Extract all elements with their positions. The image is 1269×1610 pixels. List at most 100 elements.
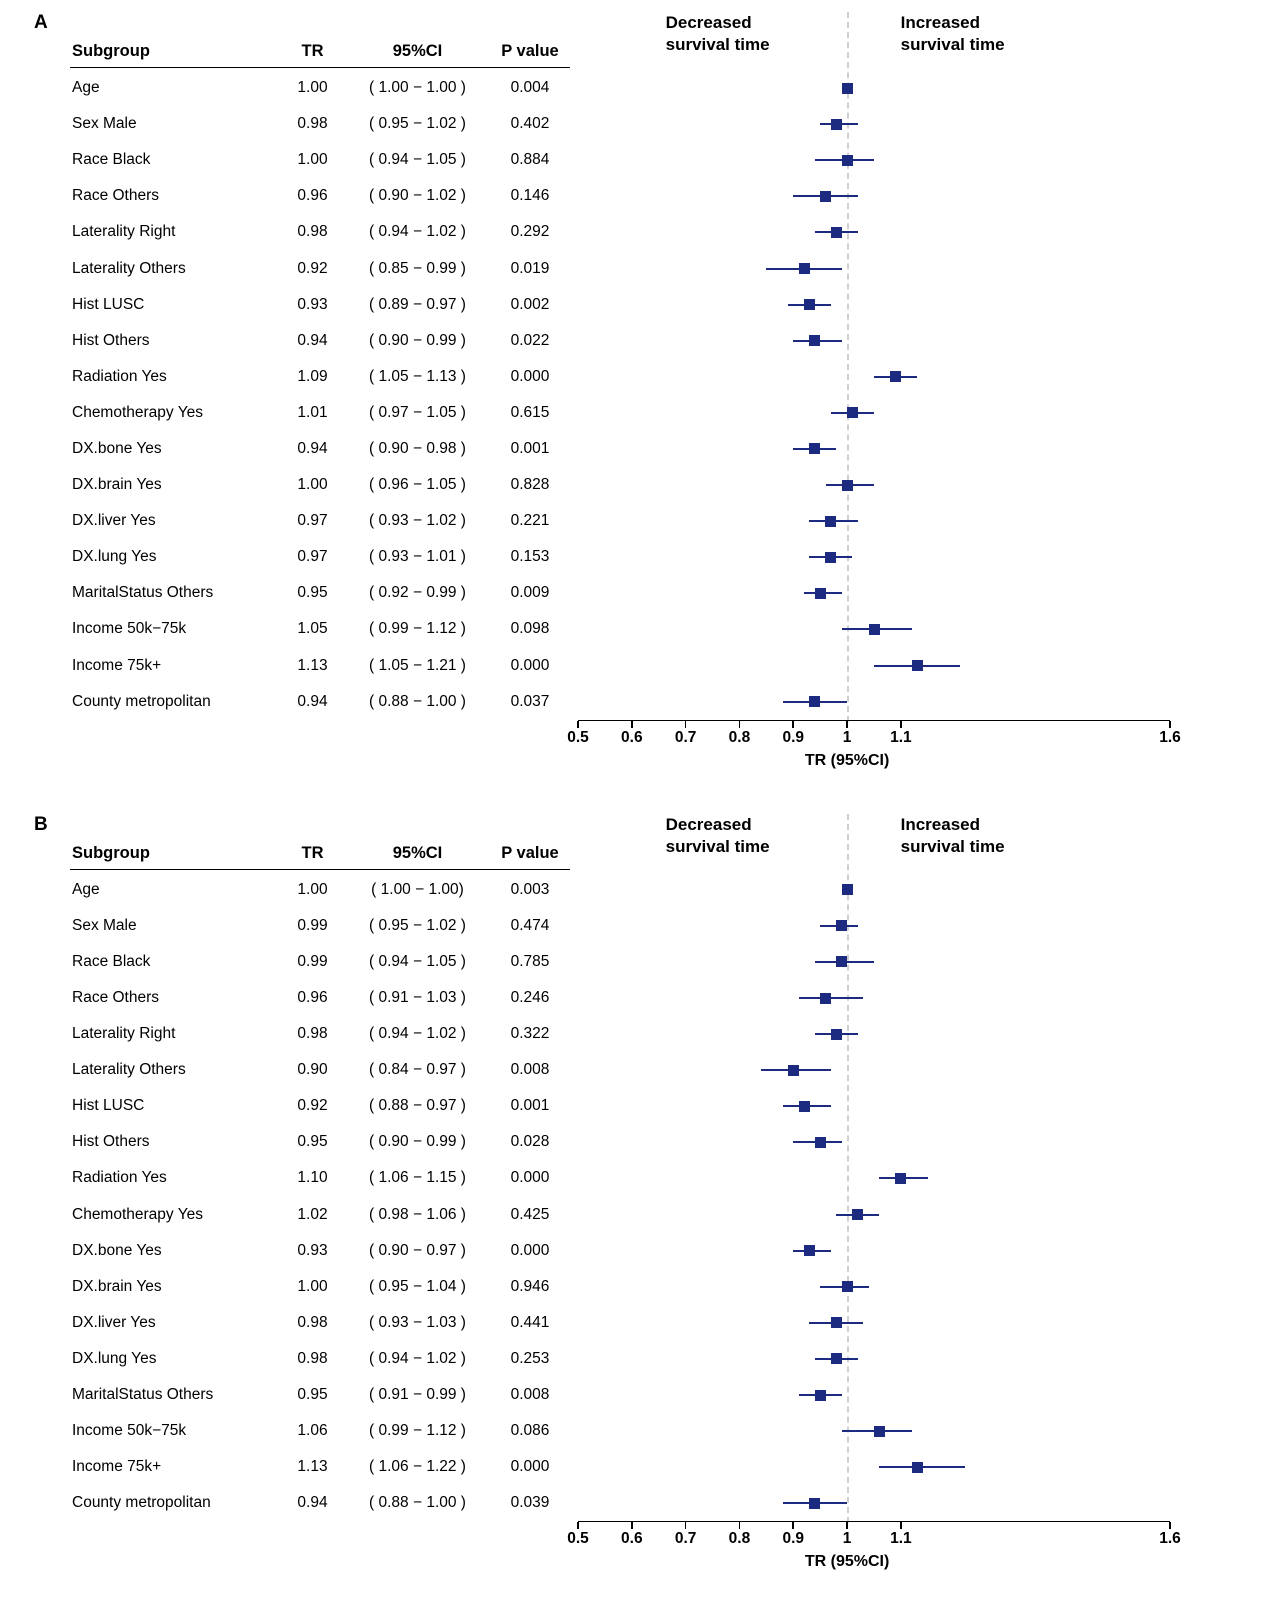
cell-tr: 0.99 [297,952,328,970]
cell-ci: ( 0.90 − 0.98 ) [369,439,466,457]
table-row: County metropolitan 0.94 ( 0.88 − 1.00 ) 0.… [70,1485,570,1521]
plot-row [578,359,1170,395]
cell-ci: ( 0.90 − 1.02 ) [369,187,466,205]
decreased-survival-label: Decreased survival time [665,814,770,856]
cell-tr: 0.94 [297,692,328,710]
plot-row [578,1485,1170,1521]
table-row: Race Others 0.96 ( 0.91 − 1.03 ) 0.246 [70,980,570,1016]
cell-subgroup: DX.lung Yes [72,548,157,566]
cell-tr: 0.94 [297,1494,328,1512]
table-row: DX.liver Yes 0.98 ( 0.93 − 1.03 ) 0.441 [70,1305,570,1341]
cell-tr: 0.98 [297,1349,328,1367]
cell-subgroup: Hist Others [72,331,150,349]
plot-row [578,431,1170,467]
table-row: Sex Male 0.99 ( 0.95 − 1.02 ) 0.474 [70,908,570,944]
cell-pvalue: 0.246 [510,989,550,1007]
cell-pvalue: 0.785 [510,952,550,970]
reference-line [847,12,850,722]
estimate-marker [830,1353,842,1365]
table-row: DX.lung Yes 0.97 ( 0.93 − 1.01 ) 0.153 [70,539,570,575]
estimate-marker [809,335,821,347]
table-row: Race Others 0.96 ( 0.90 − 1.02 ) 0.146 [70,178,570,214]
cell-ci: ( 0.97 − 1.05 ) [369,403,466,421]
estimate-marker [841,1281,853,1293]
cell-subgroup: DX.liver Yes [72,512,156,530]
cell-tr: 0.90 [297,1061,328,1079]
estimate-marker [830,118,842,130]
plot-row [578,944,1170,980]
cell-ci: ( 0.93 − 1.01 ) [369,548,466,566]
cell-ci: ( 0.88 − 0.97 ) [369,1097,466,1115]
cell-subgroup: Laterality Right [72,223,176,241]
cell-ci: ( 1.06 − 1.15 ) [369,1169,466,1187]
cell-tr: 0.92 [297,259,328,277]
plot-row [578,142,1170,178]
plot-row [578,1124,1170,1160]
cell-pvalue: 0.292 [510,223,550,241]
cell-ci: ( 0.94 − 1.05 ) [369,151,466,169]
cell-tr: 0.95 [297,1386,328,1404]
axis-tick [577,1522,579,1530]
cell-subgroup: Race Black [72,952,151,970]
table-header-row: Subgroup TR 95%CI P value [70,814,570,870]
cell-tr: 0.95 [297,1133,328,1151]
axis-tick-label: 0.6 [621,728,643,746]
cell-subgroup: Chemotherapy Yes [72,403,203,421]
cell-ci: ( 1.06 − 1.22 ) [369,1458,466,1476]
cell-ci: ( 0.84 − 0.97 ) [369,1061,466,1079]
cell-subgroup: Hist LUSC [72,1097,145,1115]
axis-tick [846,720,848,728]
cell-pvalue: 0.615 [510,403,550,421]
axis-tick-label: 0.9 [782,728,805,746]
axis-tick [631,720,633,728]
cell-subgroup: DX.bone Yes [72,1241,162,1259]
plot-row [578,106,1170,142]
cell-subgroup: Age [72,880,100,898]
forest-plot: Decreased survival time Increased surviv… [567,813,1181,1580]
table-rows: Age 1.00 ( 1.00 − 1.00 ) 0.004 Sex Male 0.98 (… [70,68,570,720]
plot-row [578,1377,1170,1413]
table-row: Sex Male 0.98 ( 0.95 − 1.02 ) 0.402 [70,106,570,142]
cell-subgroup: Hist LUSC [72,295,145,313]
estimate-marker [890,371,902,383]
cell-pvalue: 0.221 [510,512,550,530]
estimate-marker [836,920,848,932]
axis-tick-label: 0.5 [567,1530,589,1548]
cell-pvalue: 0.004 [510,79,550,97]
axis-tick [738,1522,741,1530]
axis-tick-label: 1.1 [890,728,912,746]
cell-tr: 1.00 [297,1277,328,1295]
axis-label: TR (95%CI) [804,751,890,769]
plot-rows [578,68,1170,720]
table-row: Laterality Right 0.98 ( 0.94 − 1.02 ) 0.322 [70,1016,570,1052]
axis-tick-label: 0.7 [674,1530,697,1548]
cell-pvalue: 0.002 [510,295,550,313]
cell-tr: 0.93 [297,295,328,313]
estimate-marker [841,884,853,896]
cell-ci: ( 0.91 − 1.03 ) [369,989,466,1007]
cell-pvalue: 0.474 [510,916,550,934]
estimate-marker [868,623,880,635]
table-row: Laterality Others 0.90 ( 0.84 − 0.97 ) 0.00… [70,1052,570,1088]
cell-subgroup: DX.brain Yes [72,1277,162,1295]
axis-label-wrap: TR (95%CI) [578,752,1170,778]
plot-row [578,872,1170,908]
cell-subgroup: Laterality Others [72,1061,186,1079]
plot-row [578,1233,1170,1269]
estimate-marker [798,263,810,275]
cell-tr: 1.10 [297,1169,328,1187]
cell-pvalue: 0.153 [510,548,550,566]
estimate-marker [911,1461,923,1473]
axis-tick [792,720,795,728]
estimate-marker [852,1209,864,1221]
table-row: DX.bone Yes 0.93 ( 0.90 − 0.97 ) 0.000 [70,1233,570,1269]
increased-survival-label: Increased survival time [900,13,1005,55]
cell-subgroup: Age [72,79,100,97]
cell-tr: 0.96 [297,989,328,1007]
plot-row [578,287,1170,323]
cell-subgroup: Laterality Right [72,1025,176,1043]
cell-ci: ( 0.94 − 1.02 ) [369,1349,466,1367]
cell-ci: ( 0.99 − 1.12 ) [369,1422,466,1440]
estimate-marker [830,1317,842,1329]
plot-rows [578,870,1170,1522]
